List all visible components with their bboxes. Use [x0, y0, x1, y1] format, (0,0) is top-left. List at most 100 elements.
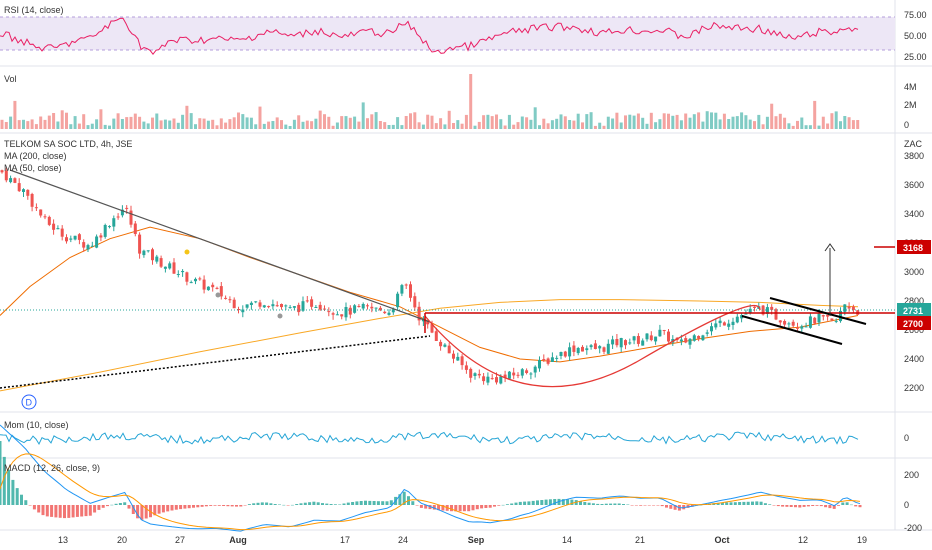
- candle-body: [185, 272, 189, 282]
- time-axis[interactable]: 13 20 27 Aug 17 24 Sep 14 21 Oct 12 19: [58, 535, 867, 545]
- volume-bar: [396, 117, 400, 129]
- macd-histogram-bar: [355, 501, 359, 505]
- volume-bar: [658, 119, 662, 129]
- volume-bar: [821, 116, 825, 129]
- candle-body: [550, 357, 554, 362]
- candle-body: [413, 296, 417, 308]
- volume-bar: [314, 118, 318, 129]
- volume-bar: [387, 125, 391, 129]
- volume-bar: [499, 119, 503, 129]
- volume-bar: [344, 116, 348, 129]
- volume-bar: [202, 118, 206, 129]
- macd-histogram-bar: [772, 505, 776, 506]
- volume-bar: [103, 124, 107, 129]
- candle-body: [456, 356, 460, 361]
- volume-bar: [649, 112, 653, 129]
- macd-histogram-bar: [656, 505, 660, 506]
- volume-bar: [464, 114, 468, 129]
- price-tick-label: 2200: [904, 383, 924, 393]
- macd-histogram-bar: [583, 502, 587, 505]
- macd-histogram-bar: [2, 456, 6, 505]
- volume-bar: [120, 119, 124, 129]
- macd-histogram-bar: [832, 505, 836, 509]
- macd-histogram-bar: [634, 505, 638, 506]
- d-badge[interactable]: D: [21, 394, 37, 410]
- volume-bar: [254, 124, 258, 129]
- candle-body: [378, 307, 382, 311]
- volume-bar: [22, 119, 25, 129]
- macd-histogram-bar: [806, 505, 810, 507]
- volume-bar: [181, 114, 185, 129]
- momentum-pane[interactable]: Mom (10, close) 0: [0, 420, 909, 446]
- candle-body: [589, 345, 593, 348]
- dividend-marker-icon[interactable]: [184, 249, 190, 255]
- volume-bar: [542, 118, 546, 129]
- volume-bar: [39, 116, 43, 129]
- macd-histogram-bar: [333, 504, 337, 505]
- candle-body: [426, 321, 430, 325]
- rsi-pane[interactable]: RSI (14, close) 75.00 50.00 25.00: [0, 5, 927, 62]
- volume-bar: [718, 119, 722, 129]
- macd-line: [0, 424, 861, 532]
- price-tick-label: 3600: [904, 180, 924, 190]
- volume-bar: [280, 120, 283, 129]
- macd-histogram-bar: [166, 505, 170, 512]
- candle-body: [108, 226, 111, 228]
- volume-bar: [727, 119, 731, 129]
- candle-body: [297, 304, 301, 313]
- volume-bar: [667, 113, 670, 129]
- volume-bar: [116, 113, 120, 129]
- volume-bar: [787, 123, 791, 129]
- rsi-tick-25: 25.00: [904, 52, 927, 62]
- vol-label: Vol: [4, 74, 17, 84]
- candle-body: [826, 314, 830, 317]
- time-axis-label: 12: [798, 535, 808, 545]
- volume-bar: [400, 125, 404, 129]
- downtrend-line: [9, 169, 431, 323]
- macd-histogram-bar: [269, 503, 273, 505]
- event-marker-icon[interactable]: [277, 313, 283, 319]
- macd-histogram-bar: [591, 503, 595, 505]
- macd-pane[interactable]: MACD (12, 26, close, 9) 200 0 -200: [0, 424, 922, 533]
- macd-histogram-bar: [570, 499, 574, 505]
- volume-bar: [163, 119, 167, 129]
- volume-bar: [340, 116, 344, 129]
- candle-body: [525, 370, 529, 373]
- candle-body: [546, 358, 550, 364]
- price-pane[interactable]: TELKOM SA SOC LTD, 4h, JSE MA (200, clos…: [0, 139, 931, 410]
- macd-histogram-bar: [798, 505, 802, 508]
- volume-bar: [4, 122, 8, 129]
- svg-text:2731: 2731: [903, 306, 923, 316]
- macd-histogram-bar: [24, 500, 28, 505]
- candle-body: [499, 376, 503, 384]
- candle-body: [787, 323, 791, 325]
- candle-body: [774, 309, 778, 320]
- macd-histogram-bar: [11, 479, 15, 505]
- macd-histogram-bar: [716, 502, 720, 505]
- candle-body: [47, 216, 51, 225]
- volume-bar: [52, 113, 56, 129]
- volume-bar: [267, 121, 271, 129]
- volume-bar: [615, 112, 619, 129]
- candle-body: [512, 372, 516, 376]
- volume-pane[interactable]: Vol 4M 2M 0: [0, 74, 917, 130]
- time-axis-label: 27: [175, 535, 185, 545]
- volume-bar: [546, 123, 550, 129]
- candle-body: [520, 369, 524, 376]
- volume-bar: [348, 117, 352, 129]
- candle-body: [834, 320, 838, 322]
- event-marker-icon[interactable]: [215, 292, 221, 298]
- macd-histogram-bar: [733, 502, 737, 505]
- candle-body: [194, 278, 197, 282]
- candle-body: [473, 373, 477, 376]
- candle-body: [396, 293, 400, 308]
- candle-body: [232, 299, 236, 309]
- macd-histogram-bar: [131, 505, 135, 514]
- volume-bar: [185, 105, 189, 129]
- volume-bar: [589, 112, 593, 129]
- macd-histogram-bar: [613, 503, 617, 505]
- momentum-line: [0, 431, 859, 446]
- price-title: TELKOM SA SOC LTD, 4h, JSE: [4, 139, 132, 149]
- candle-body: [129, 210, 133, 225]
- candle-body: [138, 234, 142, 254]
